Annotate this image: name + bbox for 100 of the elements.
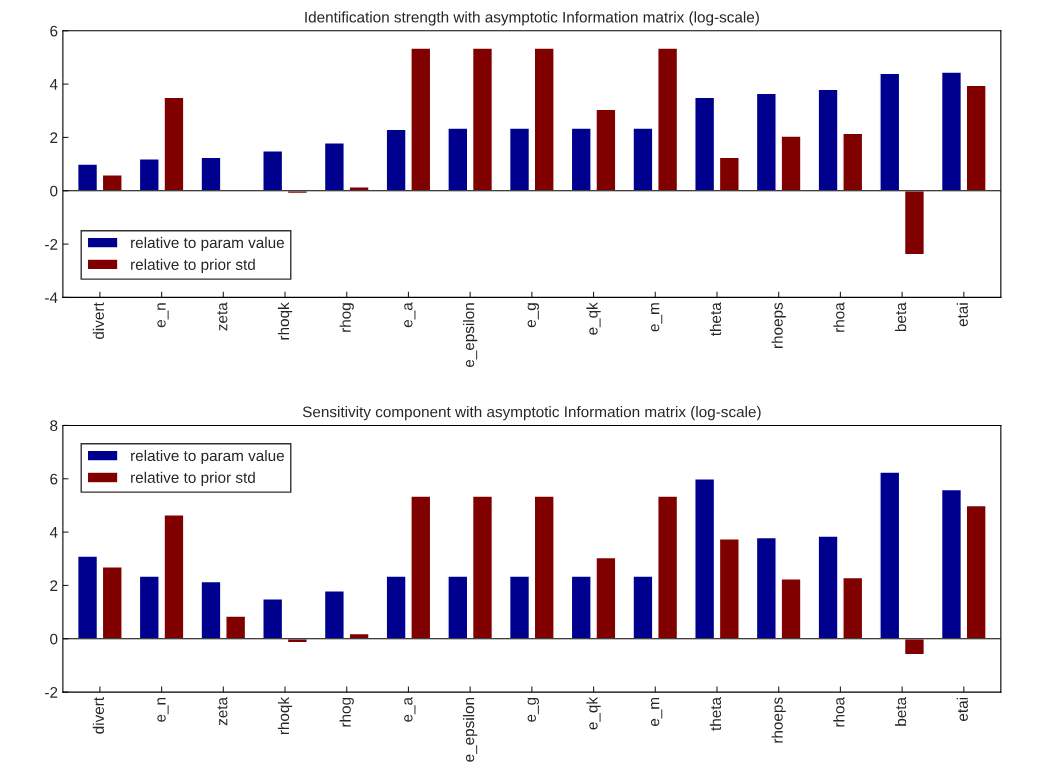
bar — [718, 156, 740, 192]
x-tick-label: e_a — [404, 302, 416, 328]
bar — [138, 158, 160, 192]
bar — [163, 514, 185, 640]
y-tick-label: 0 — [50, 633, 58, 645]
bar — [471, 47, 494, 192]
bar — [879, 471, 901, 640]
bar — [940, 71, 963, 192]
x-tick-label: e_g — [527, 303, 539, 328]
y-tick-label: 6 — [50, 473, 58, 485]
bar — [694, 478, 716, 640]
bar — [755, 536, 777, 640]
bar — [817, 535, 839, 640]
y-tick-label: 6 — [50, 25, 58, 37]
x-tick-label: rhoeps — [771, 697, 786, 743]
bar — [965, 504, 987, 640]
bar — [657, 495, 679, 640]
bar — [447, 127, 469, 192]
bar — [965, 84, 987, 192]
x-tick-label: rhoa — [833, 302, 845, 332]
y-tick-label: 4 — [49, 79, 58, 90]
bar — [101, 566, 123, 640]
bar — [780, 578, 802, 640]
y-tick-label: -2 — [45, 238, 58, 250]
x-tick-label: divert — [92, 302, 105, 339]
bar — [842, 132, 864, 192]
bar — [323, 142, 345, 192]
bar — [570, 575, 592, 640]
bar — [940, 488, 963, 640]
bar — [200, 580, 222, 640]
bar — [780, 135, 802, 192]
bar — [323, 590, 345, 640]
bar — [903, 638, 926, 656]
bar — [262, 598, 284, 640]
x-tick-label: rhog — [339, 697, 354, 727]
x-tick-label: rhoeps — [771, 302, 786, 348]
legend-label: relative to param value — [131, 449, 284, 465]
bar — [447, 575, 469, 640]
bar — [632, 127, 654, 192]
legend-label: relative to prior std — [131, 258, 255, 273]
x-tick-label: e_m — [651, 697, 663, 727]
bar — [842, 576, 864, 640]
x-tick-label: rhoqk — [277, 302, 293, 340]
x-tick-label: etai — [956, 697, 968, 721]
bar — [903, 190, 926, 256]
x-tick-label: e_n — [157, 697, 169, 722]
x-tick-label: e_g — [527, 697, 539, 722]
bar — [595, 108, 617, 192]
bar — [570, 127, 592, 192]
bar — [262, 150, 284, 192]
x-tick-label: e_epsilon — [463, 303, 478, 368]
bar — [817, 88, 839, 192]
x-tick-label: e_n — [157, 303, 169, 328]
bar — [595, 556, 617, 640]
bar — [879, 72, 901, 192]
bar — [225, 615, 247, 640]
x-tick-label: e_qk — [586, 696, 601, 730]
bar — [163, 96, 185, 192]
x-tick-label: beta — [894, 696, 907, 726]
bar — [76, 555, 99, 640]
x-tick-label: rhoqk — [277, 696, 293, 735]
legend-label: relative to prior std — [131, 471, 255, 486]
y-tick-label: -2 — [45, 686, 58, 698]
x-tick-label: etai — [956, 303, 968, 327]
x-tick-label: theta — [709, 302, 722, 337]
bar — [200, 156, 222, 192]
x-tick-label: rhog — [339, 303, 354, 332]
bar — [632, 575, 654, 640]
chart-title: Identification strength with asymptotic Information matrix (log-scale) — [305, 11, 759, 26]
bar — [533, 495, 555, 640]
bar — [718, 538, 740, 640]
legend-label: relative to param value — [131, 236, 284, 252]
bar — [471, 495, 494, 640]
y-tick-label: 4 — [49, 527, 58, 538]
y-tick-label: 2 — [50, 132, 58, 143]
chart-title: Sensitivity component with asymptotic Information matrix (log-scale) — [302, 406, 761, 421]
bar — [533, 47, 555, 192]
bar — [101, 174, 123, 192]
x-tick-label: e_m — [651, 303, 663, 332]
y-tick-label: 2 — [50, 580, 58, 591]
x-tick-label: divert — [92, 697, 105, 734]
bar — [694, 96, 716, 192]
bar — [76, 163, 99, 192]
bar — [410, 495, 432, 640]
y-tick-label: 8 — [50, 420, 58, 432]
x-tick-label: e_a — [404, 696, 416, 722]
y-tick-label: -4 — [45, 292, 58, 303]
bar — [410, 47, 432, 192]
bar — [508, 127, 531, 192]
x-tick-label: zeta — [217, 302, 228, 331]
x-tick-label: theta — [709, 696, 722, 731]
y-tick-label: 0 — [50, 185, 58, 197]
bar — [385, 128, 407, 192]
x-tick-label: e_epsilon — [463, 697, 478, 762]
x-tick-label: beta — [894, 302, 907, 332]
x-tick-label: rhoa — [833, 696, 845, 727]
x-tick-label: e_qk — [586, 302, 601, 335]
bar — [755, 92, 777, 192]
bar — [657, 47, 679, 192]
x-tick-label: zeta — [217, 696, 228, 726]
